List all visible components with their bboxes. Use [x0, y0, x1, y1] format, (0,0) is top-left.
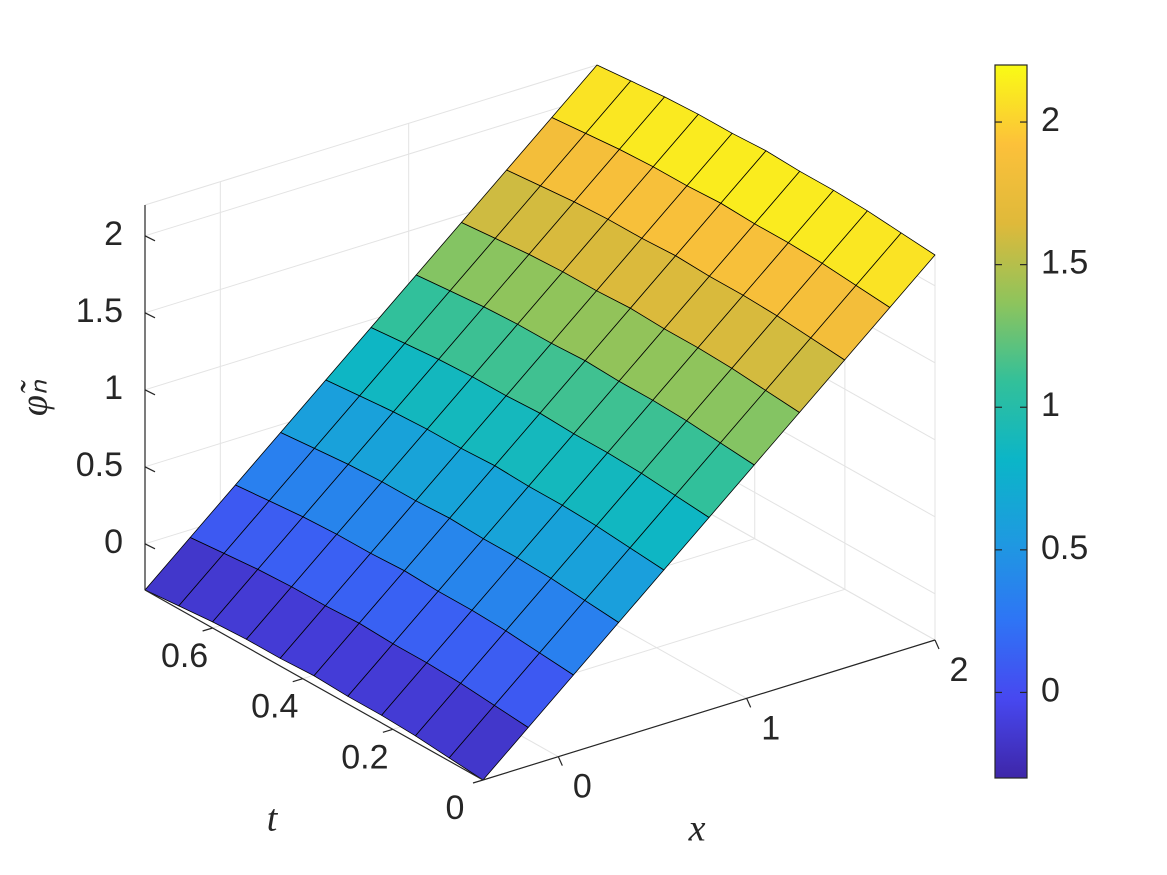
surface	[144, 64, 936, 781]
z-tick-label: 2	[104, 215, 123, 253]
t-tick-label: 0	[446, 789, 465, 827]
x-tick	[934, 639, 940, 650]
colorbar	[994, 64, 1028, 779]
t-tick	[202, 627, 213, 632]
x-axis-line	[144, 589, 484, 781]
colorbar-tick-label: 0	[1041, 671, 1060, 709]
z-tick-label: 1.5	[76, 292, 123, 330]
x-tick-label: 0	[573, 768, 592, 806]
grid-line	[144, 95, 598, 237]
t-tick-label: 0.4	[251, 688, 298, 726]
axes-front: 0 1 2 0 0.2 0.4 0.6 0 0.5 1 1.5 2 0 0.5 1 1.5 2	[76, 64, 1088, 827]
x-tick	[746, 698, 752, 708]
z-tick	[144, 389, 156, 396]
z-tick	[144, 543, 156, 550]
x-axis-label: x	[688, 808, 706, 850]
t-tick	[292, 678, 303, 683]
t-tick-label: 0.2	[341, 738, 388, 776]
z-tick	[144, 235, 156, 242]
z-axis-label: φ̃ₙ	[14, 379, 56, 416]
surface-patch	[448, 705, 529, 781]
x-tick	[557, 756, 563, 766]
t-tick-label: 0.6	[161, 637, 208, 675]
t-tick	[472, 779, 484, 784]
x-tick-label: 1	[761, 709, 780, 747]
z-tick-label: 1	[104, 369, 123, 407]
colorbar-tick-label: 1.5	[1041, 244, 1088, 282]
z-tick	[144, 312, 156, 319]
t-tick	[382, 728, 394, 733]
z-tick-label: 0.5	[76, 446, 123, 484]
t-axis-label: t	[267, 798, 279, 840]
colorbar-tick-label: 2	[1041, 101, 1060, 139]
colorbar-tick-label: 1	[1041, 386, 1060, 424]
x-tick-label: 2	[950, 651, 969, 689]
colorbar-tick-label: 0.5	[1041, 529, 1088, 567]
z-tick-label: 0	[104, 523, 123, 561]
z-tick	[144, 466, 156, 473]
